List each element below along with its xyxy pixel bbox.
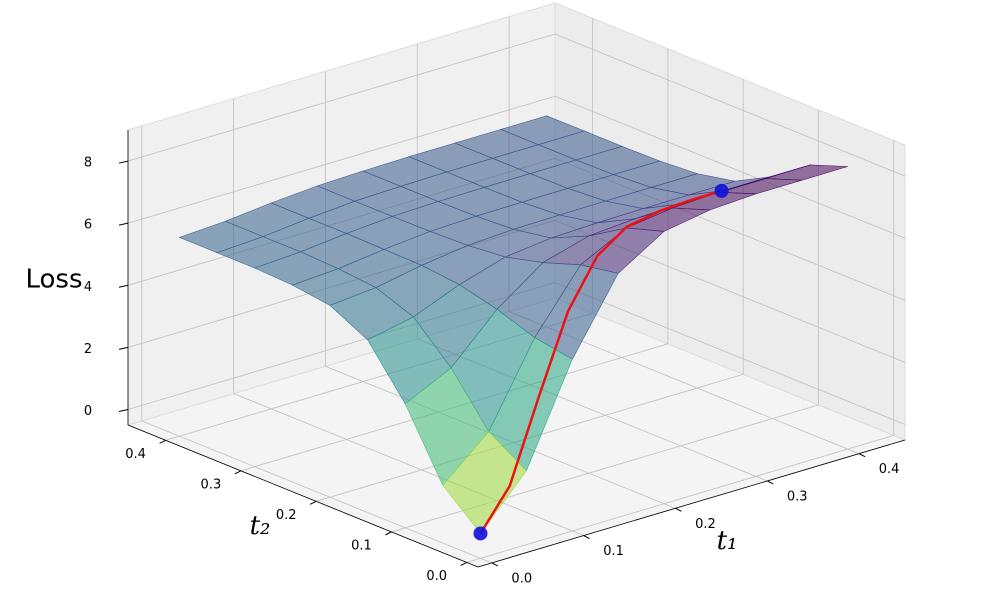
y-axis-line <box>127 424 479 568</box>
grid-line <box>240 48 669 472</box>
descent-path <box>479 189 722 535</box>
z-tick <box>118 346 129 350</box>
z-tick <box>118 160 129 164</box>
grid-line <box>127 33 906 177</box>
y-tick <box>460 561 467 566</box>
grid-line <box>141 125 492 564</box>
y-tick <box>385 531 392 536</box>
z-tick <box>118 284 129 288</box>
y-tick-label: 0.1 <box>351 538 372 553</box>
z-axis-label: Loss <box>25 265 82 295</box>
z-tick-label: 2 <box>84 342 92 357</box>
y-tick-label: 0.4 <box>125 447 146 462</box>
z-tick-label: 4 <box>84 280 92 295</box>
x-tick <box>491 562 498 567</box>
surface <box>178 115 848 534</box>
x-tick-label: 0.1 <box>603 544 624 559</box>
x-tick-label: 0.0 <box>511 571 532 586</box>
path-endpoint <box>473 526 488 541</box>
z-tick-label: 6 <box>84 218 92 233</box>
x-tick <box>675 507 682 512</box>
grid-line <box>127 95 906 239</box>
back-right-pane <box>554 2 906 441</box>
trace <box>473 183 729 541</box>
y-tick-label: 0.2 <box>276 508 297 523</box>
z-tick <box>118 408 129 412</box>
grid-line <box>391 109 819 533</box>
y-tick-label: 0.3 <box>201 477 222 492</box>
z-tick-label: 8 <box>84 156 92 171</box>
z-tick-label: 0 <box>84 404 92 419</box>
x-tick <box>583 535 590 540</box>
x-tick-label: 0.3 <box>787 489 808 504</box>
y-tick-label: 0.0 <box>426 569 447 584</box>
x-axis-label: t₁ <box>717 526 738 556</box>
y-tick <box>309 500 317 505</box>
path-endpoint <box>714 183 729 198</box>
grid-line <box>324 71 676 509</box>
surface-patch <box>442 431 527 534</box>
labels: t₁ t₂ Loss 0.0 0.1 0.2 0.3 0.4 0.0 0.1 0.2 0.3 0.… <box>25 156 899 587</box>
x-tick-label: 0.2 <box>695 517 716 532</box>
x-tick <box>767 480 774 485</box>
x-axis-line <box>477 439 906 568</box>
x-tick <box>858 453 866 458</box>
y-axis-label: t₂ <box>250 511 271 541</box>
y-tick <box>234 470 242 475</box>
y-tick <box>159 439 166 444</box>
z-tick <box>118 222 129 226</box>
x-tick-label: 0.4 <box>879 462 900 477</box>
grid-line <box>466 140 895 563</box>
